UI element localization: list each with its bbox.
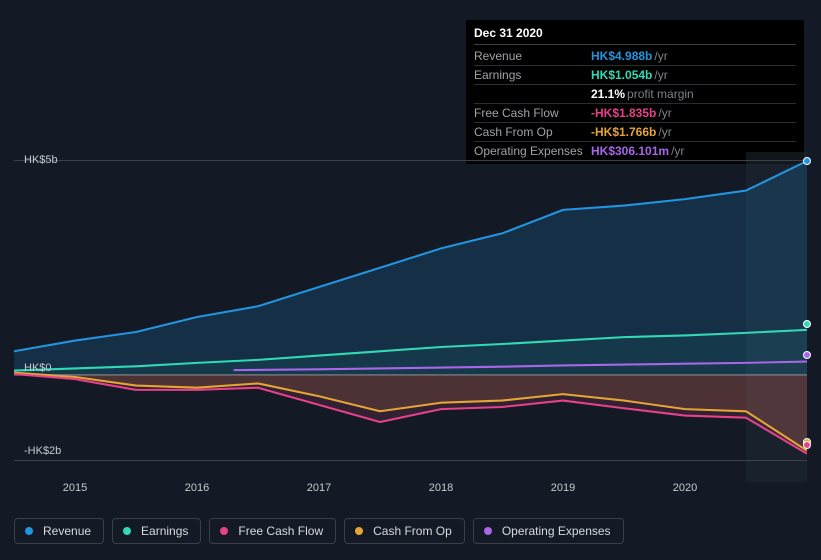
tooltip-rows: RevenueHK$4.988b /yrEarningsHK$1.054b /y… [474,47,796,160]
legend-label: Free Cash Flow [238,524,323,538]
legend-dot-opex [484,527,492,535]
chart-legend: Revenue Earnings Free Cash Flow Cash Fro… [14,518,624,544]
tooltip-value: 21.1% [591,86,625,102]
tooltip-suffix: profit margin [627,86,694,102]
legend-dot-cfo [355,527,363,535]
tooltip-suffix: /yr [654,67,667,83]
tooltip-row: 21.1% profit margin [474,85,796,104]
tooltip-suffix: /yr [654,48,667,64]
x-tick-label: 2019 [551,482,575,494]
tooltip-label: Cash From Op [474,124,591,140]
tooltip-value: -HK$1.766b [591,124,656,140]
tooltip-row: EarningsHK$1.054b /yr [474,66,796,85]
tooltip-value: -HK$1.835b [591,105,656,121]
tooltip-label: Free Cash Flow [474,105,591,121]
financials-chart[interactable]: HK$5bHK$0-HK$2b 201520162017201820192020 [14,152,807,482]
legend-item-fcf[interactable]: Free Cash Flow [209,518,336,544]
x-tick-label: 2015 [63,482,87,494]
series-end-marker [803,157,811,165]
tooltip-row: RevenueHK$4.988b /yr [474,47,796,66]
tooltip-label: Revenue [474,48,591,64]
tooltip-date: Dec 31 2020 [474,26,796,45]
legend-item-earnings[interactable]: Earnings [112,518,201,544]
legend-dot-revenue [25,527,33,535]
tooltip-row: Cash From Op-HK$1.766b /yr [474,123,796,142]
x-tick-label: 2016 [185,482,209,494]
legend-item-cfo[interactable]: Cash From Op [344,518,465,544]
series-end-marker [803,441,811,449]
series-end-marker [803,320,811,328]
legend-label: Operating Expenses [502,524,611,538]
x-tick-label: 2018 [429,482,453,494]
legend-label: Revenue [43,524,91,538]
legend-dot-earnings [123,527,131,535]
legend-item-opex[interactable]: Operating Expenses [473,518,624,544]
y-tick-label: HK$0 [24,362,52,374]
data-tooltip: Dec 31 2020 RevenueHK$4.988b /yrEarnings… [466,20,804,164]
chart-svg [14,152,807,482]
legend-item-revenue[interactable]: Revenue [14,518,104,544]
tooltip-suffix: /yr [658,124,671,140]
tooltip-value: HK$1.054b [591,67,652,83]
tooltip-label: Earnings [474,67,591,83]
tooltip-value: HK$4.988b [591,48,652,64]
y-tick-label: HK$5b [24,154,58,166]
legend-label: Cash From Op [373,524,452,538]
legend-dot-fcf [220,527,228,535]
y-tick-label: -HK$2b [24,445,61,457]
legend-label: Earnings [141,524,188,538]
tooltip-suffix: /yr [658,105,671,121]
series-end-marker [803,351,811,359]
x-tick-label: 2017 [307,482,331,494]
tooltip-row: Free Cash Flow-HK$1.835b /yr [474,104,796,123]
x-tick-label: 2020 [673,482,697,494]
